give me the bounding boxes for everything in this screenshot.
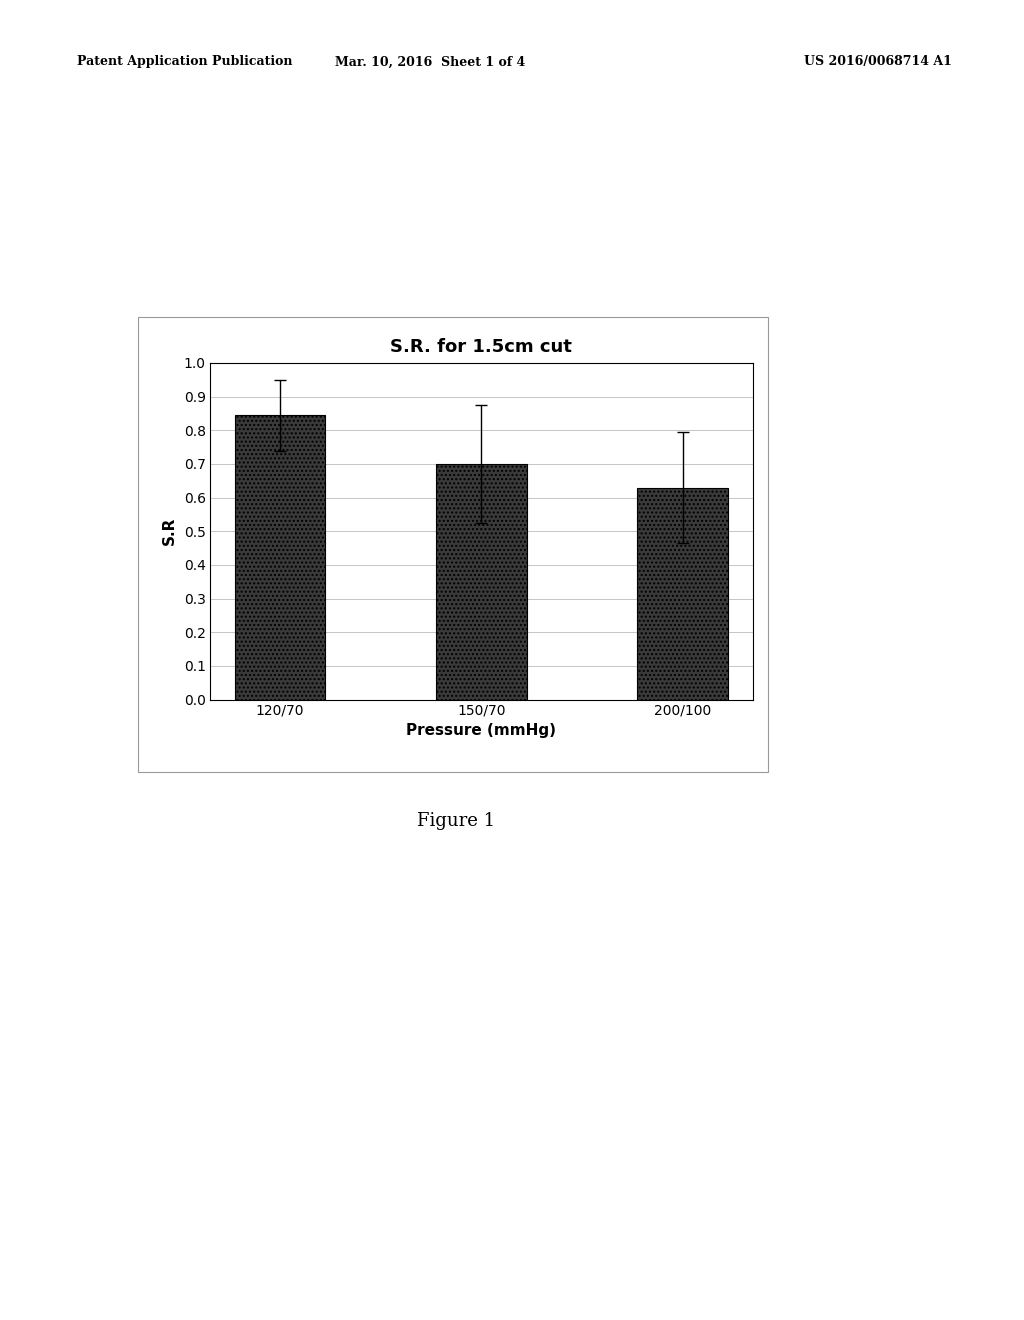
Bar — [234, 416, 326, 700]
Y-axis label: S.R: S.R — [162, 517, 177, 545]
Text: Patent Application Publication: Patent Application Publication — [77, 55, 292, 69]
Title: S.R. for 1.5cm cut: S.R. for 1.5cm cut — [390, 338, 572, 356]
Text: Mar. 10, 2016  Sheet 1 of 4: Mar. 10, 2016 Sheet 1 of 4 — [335, 55, 525, 69]
Text: US 2016/0068714 A1: US 2016/0068714 A1 — [805, 55, 952, 69]
X-axis label: Pressure (mmHg): Pressure (mmHg) — [407, 723, 556, 738]
Text: Figure 1: Figure 1 — [417, 812, 495, 830]
Bar — [436, 465, 526, 700]
Bar — [637, 487, 728, 700]
